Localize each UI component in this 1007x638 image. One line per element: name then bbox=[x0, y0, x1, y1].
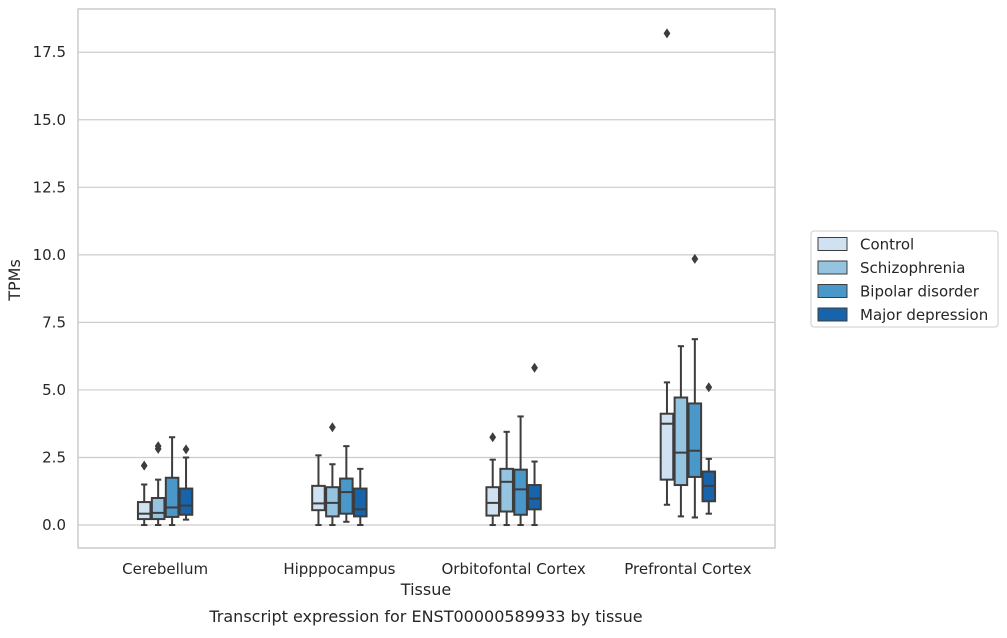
box-group bbox=[701, 382, 717, 515]
outlier-point bbox=[705, 382, 713, 393]
box bbox=[178, 487, 194, 516]
box bbox=[485, 486, 500, 517]
outlier-point bbox=[663, 28, 671, 39]
x-tick-label: Cerebellum bbox=[122, 560, 208, 578]
x-tick-label: Hipppocampus bbox=[283, 560, 395, 578]
x-tick-labels: Cerebellum Hipppocampus Orbitofontal Corte… bbox=[122, 560, 751, 578]
outlier-point bbox=[329, 422, 336, 433]
y-tick-label: 5.0 bbox=[42, 381, 66, 399]
x-tick-label: Orbitofontal Cortex bbox=[442, 560, 586, 578]
y-tick-label: 7.5 bbox=[42, 313, 66, 331]
legend-label: Major depression bbox=[860, 306, 988, 324]
box bbox=[164, 476, 180, 518]
legend-swatch bbox=[817, 237, 848, 251]
legend-label: Bipolar disorder bbox=[860, 283, 980, 301]
plot-frame bbox=[77, 8, 776, 549]
boxes-layer bbox=[136, 28, 717, 527]
x-axis-label: Tissue bbox=[400, 580, 451, 599]
outlier-point bbox=[154, 441, 162, 452]
box-group bbox=[325, 422, 340, 527]
legend: Control Schizophrenia Bipolar disorder Majo… bbox=[810, 230, 999, 328]
box bbox=[311, 484, 326, 512]
y-tick-label: 12.5 bbox=[33, 178, 66, 196]
box bbox=[687, 402, 703, 478]
box-group bbox=[164, 436, 180, 527]
plot-area bbox=[78, 9, 775, 548]
outlier-point bbox=[691, 253, 699, 264]
legend-label: Control bbox=[860, 236, 914, 254]
x-tick-label: Prefrontal Cortex bbox=[624, 560, 751, 578]
outlier-point bbox=[140, 460, 148, 471]
y-axis-label: TPMs bbox=[5, 259, 24, 302]
y-tick-labels: 0.0 2.5 5.0 7.5 10.0 12.5 15.0 17.5 bbox=[33, 43, 66, 534]
legend-label: Schizophrenia bbox=[860, 259, 965, 277]
outlier-point bbox=[489, 432, 497, 443]
outlier-point bbox=[182, 444, 190, 455]
box-group bbox=[353, 467, 368, 527]
legend-swatch bbox=[817, 260, 848, 275]
chart-caption: Transcript expression for ENST0000058993… bbox=[208, 607, 642, 626]
y-tick-label: 2.5 bbox=[42, 448, 66, 466]
box-group bbox=[339, 445, 354, 523]
box-group bbox=[150, 441, 166, 527]
box bbox=[659, 412, 675, 481]
box-group bbox=[485, 432, 500, 527]
box bbox=[499, 467, 514, 513]
box-group bbox=[673, 345, 689, 518]
legend-frame bbox=[810, 230, 999, 328]
box bbox=[527, 484, 542, 511]
legend-swatch bbox=[817, 307, 848, 322]
legend-swatch bbox=[817, 284, 848, 298]
box-group bbox=[513, 415, 528, 527]
box bbox=[513, 468, 528, 516]
y-tick-label: 10.0 bbox=[33, 246, 66, 264]
y-tick-label: 15.0 bbox=[33, 111, 66, 129]
box-group bbox=[178, 444, 194, 521]
box bbox=[136, 501, 152, 521]
box bbox=[673, 396, 689, 487]
box-group bbox=[659, 28, 675, 506]
y-tick-label: 17.5 bbox=[33, 43, 66, 61]
box bbox=[150, 497, 166, 521]
box-group bbox=[136, 460, 152, 527]
y-tick-label: 0.0 bbox=[42, 516, 66, 534]
box-group bbox=[687, 253, 703, 519]
box bbox=[353, 487, 368, 518]
box-group bbox=[499, 430, 514, 527]
box-group bbox=[311, 454, 326, 527]
box-group bbox=[527, 362, 542, 527]
gridlines bbox=[78, 51, 775, 526]
outlier-point bbox=[531, 362, 538, 373]
box bbox=[325, 486, 340, 518]
box bbox=[339, 477, 354, 515]
